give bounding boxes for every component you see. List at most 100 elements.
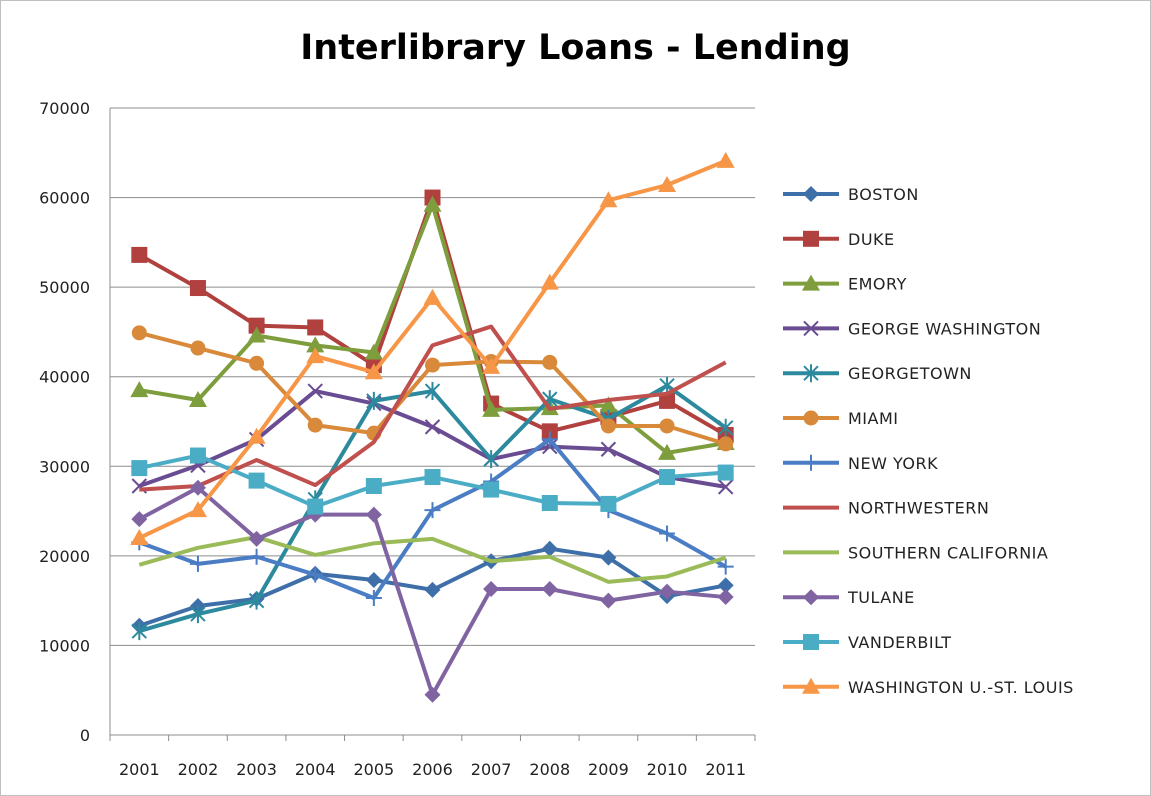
- series-vanderbilt: [131, 447, 734, 515]
- y-tick-label: 20000: [39, 547, 90, 566]
- data-point: [717, 464, 734, 481]
- data-point: [540, 273, 559, 290]
- data-point: [424, 581, 441, 598]
- data-point: [247, 326, 266, 343]
- legend-label: SOUTHERN CALIFORNIA: [848, 543, 1048, 562]
- y-tick-label: 10000: [39, 636, 90, 655]
- legend-marker: [802, 677, 820, 694]
- data-point: [364, 363, 383, 380]
- legend-label: EMORY: [848, 275, 907, 294]
- legend-marker: [803, 186, 819, 202]
- data-point: [717, 577, 734, 594]
- legend-item: SOUTHERN CALIFORNIA: [783, 543, 1048, 562]
- data-point: [131, 325, 147, 341]
- data-point: [307, 566, 324, 583]
- data-point: [248, 317, 265, 334]
- legend-label: WASHINGTON U.-ST. LOUIS: [848, 678, 1074, 697]
- data-point: [483, 580, 500, 597]
- legend-marker: [803, 364, 819, 383]
- data-point: [424, 419, 441, 435]
- x-tick-label: 2008: [529, 760, 570, 779]
- y-tick-label: 50000: [39, 278, 90, 297]
- data-point: [189, 555, 206, 572]
- data-point: [365, 589, 382, 606]
- axes: 0 10000 20000 30000 40000 50000 60000 70000 2001…: [39, 99, 756, 779]
- legend-label: GEORGETOWN: [848, 364, 972, 383]
- legend-item: EMORY: [783, 274, 907, 294]
- data-point: [307, 417, 323, 433]
- data-point: [130, 528, 149, 545]
- data-point: [307, 383, 323, 399]
- series-line: [138, 535, 727, 584]
- series-southern-california: [138, 535, 727, 584]
- x-tick-label: 2005: [354, 760, 395, 779]
- legend: BOSTON DUKE EMORY GEORGE WASHINGTON GEORGETO…: [783, 185, 1074, 697]
- legend-marker: [803, 454, 819, 471]
- data-point: [658, 176, 677, 193]
- series-boston: [131, 540, 734, 634]
- data-point: [189, 479, 206, 496]
- legend-label: NORTHWESTERN: [848, 499, 989, 518]
- data-point: [189, 447, 206, 464]
- legend-label: MIAMI: [848, 409, 899, 428]
- data-point: [599, 396, 618, 413]
- legend-label: DUKE: [848, 230, 895, 249]
- data-point: [424, 382, 441, 401]
- legend-label: GEORGE WASHINGTON: [848, 319, 1041, 338]
- data-point: [188, 501, 207, 518]
- data-point: [424, 686, 441, 703]
- data-point: [189, 280, 206, 297]
- data-point: [188, 391, 207, 408]
- legend-item: NORTHWESTERN: [783, 499, 989, 518]
- series-duke: [131, 189, 734, 443]
- legend-item: TULANE: [783, 588, 915, 607]
- data-point: [424, 502, 441, 519]
- data-point: [248, 530, 265, 547]
- data-point: [483, 481, 500, 498]
- data-point: [248, 591, 265, 610]
- chart-title: Interlibrary Loans - Lending: [300, 28, 851, 68]
- series-washington-u-st-louis: [130, 151, 735, 545]
- series-line: [139, 324, 727, 492]
- data-point: [131, 622, 148, 641]
- legend-label: TULANE: [847, 588, 915, 607]
- data-point: [541, 495, 558, 512]
- x-tick-label: 2004: [295, 760, 336, 779]
- legend-item: DUKE: [783, 230, 895, 249]
- data-point: [424, 469, 441, 486]
- data-point: [247, 427, 266, 444]
- data-point: [600, 549, 617, 566]
- data-point: [541, 431, 558, 448]
- data-point: [717, 558, 734, 575]
- x-tick-label: 2003: [236, 760, 277, 779]
- legend-item: GEORGETOWN: [783, 364, 972, 383]
- legend-item: GEORGE WASHINGTON: [783, 319, 1041, 338]
- data-point: [600, 592, 617, 609]
- data-point: [718, 436, 734, 452]
- series-northwestern: [139, 324, 727, 492]
- y-tick-label: 30000: [39, 457, 90, 476]
- legend-item: VANDERBILT: [783, 633, 951, 652]
- x-tick-label: 2006: [412, 760, 453, 779]
- data-point: [541, 540, 558, 557]
- data-point: [716, 151, 735, 168]
- data-point: [131, 460, 148, 477]
- series-georgetown: [131, 376, 734, 641]
- y-tick-label: 70000: [39, 99, 90, 118]
- data-point: [248, 472, 265, 489]
- x-tick-label: 2001: [119, 760, 160, 779]
- data-point: [423, 195, 442, 212]
- data-point: [306, 336, 325, 353]
- data-point: [131, 246, 148, 263]
- data-point: [190, 605, 206, 624]
- data-point: [659, 469, 676, 486]
- data-point: [364, 343, 383, 360]
- legend-marker: [803, 230, 819, 247]
- series-line: [138, 202, 727, 455]
- x-tick-label: 2009: [588, 760, 629, 779]
- data-point: [131, 511, 148, 528]
- series-layer: [130, 151, 735, 703]
- legend-marker: [803, 410, 819, 426]
- x-tick-label: 2011: [705, 760, 746, 779]
